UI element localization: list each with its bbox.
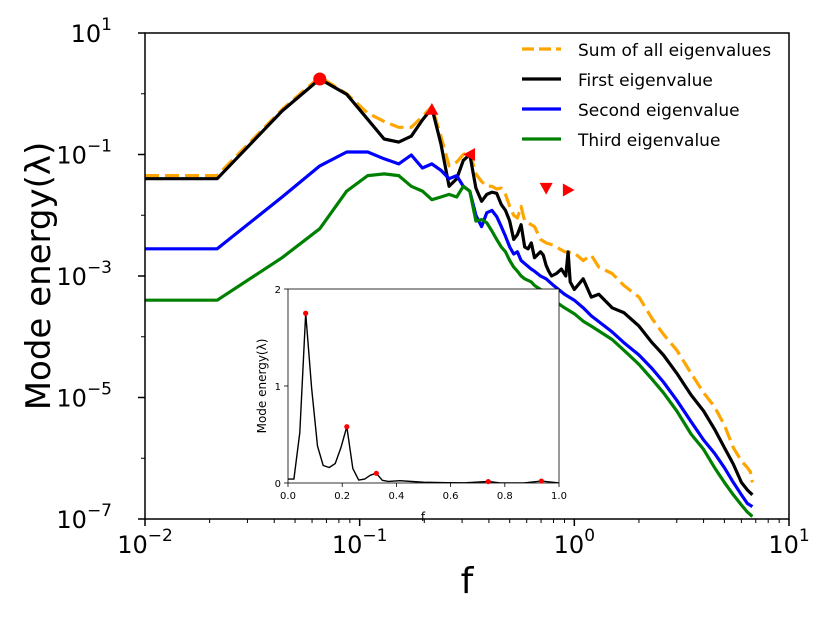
peak-marker-0 (313, 72, 327, 86)
legend-label-0: Sum of all eigenvalues (578, 41, 771, 61)
inset-x-tick-label-0: 0.0 (280, 491, 296, 502)
inset-x-tick-label-4: 0.8 (497, 491, 513, 502)
inset-y-tick-label-1: 1 (275, 382, 281, 393)
inset-peak-marker-0 (303, 310, 309, 316)
inset-peak-marker-1 (344, 424, 350, 430)
y-tick-label-4: 101 (71, 15, 112, 48)
main-x-axis-label: f (461, 561, 475, 602)
inset-x-axis: 0.0 0.2 0.4 0.6 0.8 1.0 (280, 483, 567, 502)
peak-marker-1 (425, 103, 439, 115)
inset-x-tick-label-3: 0.6 (443, 491, 459, 502)
main-y-axis: 10−7 10−5 10−3 10−1 101 (56, 15, 145, 534)
y-tick-label-3: 10−1 (56, 137, 112, 170)
inset-plot-frame (287, 288, 560, 484)
inset-series-group (288, 312, 559, 483)
peak-marker-4 (562, 183, 575, 197)
inset-y-tick-label-0: 0 (275, 479, 281, 490)
inset-peak-marker-2 (373, 470, 379, 476)
inset-x-axis-label: f (421, 510, 426, 524)
inset-series-line-0 (288, 312, 559, 483)
y-tick-label-2: 10−3 (56, 258, 112, 291)
legend-label-3: Third eigenvalue (577, 131, 720, 151)
x-tick-label-2: 100 (554, 526, 595, 559)
inset-x-tick-label-2: 0.4 (388, 491, 404, 502)
x-tick-label-0: 10−2 (117, 526, 173, 559)
y-tick-label-0: 10−7 (56, 501, 112, 534)
series-line-0 (145, 75, 754, 483)
inset-peak-marker-4 (538, 478, 544, 484)
x-tick-label-1: 10−1 (332, 526, 388, 559)
inset-markers-group (303, 310, 544, 485)
series-line-3 (145, 172, 754, 518)
inset-peak-marker-3 (485, 478, 491, 485)
peak-marker-3 (539, 182, 553, 195)
inset-y-axis: 0 1 2 (275, 285, 288, 490)
peak-marker-2 (463, 148, 476, 161)
legend-label-2: Second eigenvalue (578, 101, 740, 121)
inset-y-tick-label-2: 2 (275, 285, 281, 296)
inset-plot: 0.0 0.2 0.4 0.6 0.8 1.0 0 1 2 f Mode energy(λ) (255, 285, 567, 524)
main-markers-group (313, 72, 575, 197)
legend-label-1: First eigenvalue (578, 71, 713, 91)
legend: Sum of all eigenvalues First eigenvalue Se… (522, 41, 771, 151)
inset-x-tick-label-1: 0.2 (334, 491, 350, 502)
y-tick-label-1: 10−5 (56, 380, 112, 413)
main-y-axis-label: Mode energy(λ) (19, 142, 59, 411)
x-tick-label-3: 101 (768, 526, 809, 559)
inset-y-axis-label: Mode energy(λ) (255, 339, 269, 434)
inset-x-tick-label-5: 1.0 (551, 491, 567, 502)
main-x-axis: 10−2 10−1 100 101 (117, 519, 810, 559)
series-line-2 (145, 150, 754, 508)
